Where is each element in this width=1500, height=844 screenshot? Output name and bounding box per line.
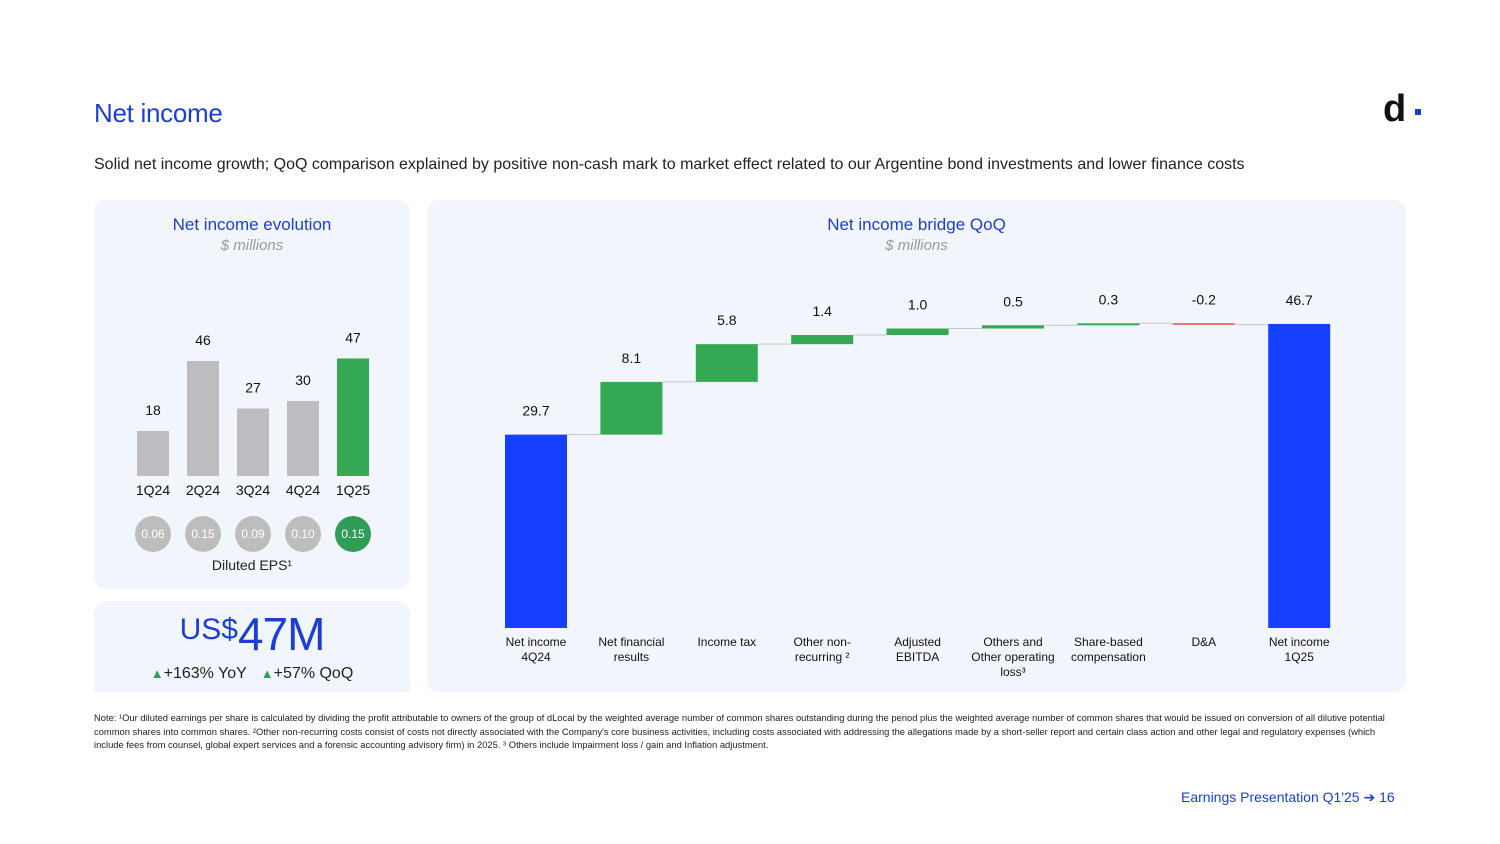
bridge-category-label: Net income	[1269, 635, 1330, 649]
evolution-value-label: 18	[145, 402, 161, 418]
eps-row: 0.06 0.15 0.09 0.10 0.15	[94, 516, 410, 552]
evolution-bar	[287, 401, 319, 476]
bridge-bar	[1268, 323, 1331, 628]
bridge-title: Net income bridge QoQ	[827, 215, 1006, 234]
net-income-bridge-panel: Net income bridge QoQ $ millions 29.7 Net…	[427, 200, 1406, 692]
bridge-bar	[600, 381, 663, 435]
bridge-bar	[886, 328, 949, 336]
bridge-bar	[982, 325, 1044, 329]
bridge-bar	[1077, 323, 1140, 326]
bridge-category-label: results	[614, 650, 649, 664]
kpi-value: US$47M	[94, 607, 410, 661]
up-triangle-icon: ▲	[150, 666, 164, 681]
bridge-category-label: Net income	[506, 635, 567, 649]
bridge-bar	[791, 335, 854, 345]
bridge-category-label: Net financial	[598, 635, 664, 649]
bridge-category-label: D&A	[1191, 635, 1216, 649]
evolution-bar-chart: 18 1Q24 46 2Q24 27 3Q24 30 4Q24 47 1Q25	[136, 330, 370, 499]
kpi-currency: US$	[179, 613, 238, 646]
eps-badge: 0.06	[135, 516, 171, 552]
evolution-value-label: 46	[195, 332, 211, 348]
bridge-category-label: EBITDA	[896, 650, 939, 664]
bridge-value-label: 29.7	[522, 403, 549, 419]
footnote: Note: ¹Our diluted earnings per share is…	[94, 712, 1385, 750]
bridge-category-label: compensation	[1071, 650, 1146, 664]
up-triangle-icon: ▲	[260, 666, 274, 681]
evolution-category-label: 1Q25	[336, 482, 370, 498]
evolution-category-label: 1Q24	[136, 482, 170, 498]
bridge-category-label: Income tax	[697, 635, 756, 649]
bridge-value-label: 1.4	[812, 303, 832, 319]
dlocal-logo: d	[1383, 88, 1407, 130]
kpi-qoq: +57% QoQ	[273, 665, 354, 682]
bridge-category-label: Other operating	[971, 650, 1054, 664]
logo-dot	[1415, 109, 1421, 115]
bridge-category-label: 4Q24	[521, 650, 551, 664]
evolution-title: Net income evolution	[172, 215, 332, 234]
bridge-category-label: loss³	[1000, 665, 1025, 679]
footer-page-label: Earnings Presentation Q1'25 ➔ 16	[1181, 789, 1395, 805]
evolution-category-label: 3Q24	[236, 482, 270, 498]
evolution-bar	[137, 431, 169, 476]
bridge-value-label: -0.2	[1192, 291, 1216, 307]
eps-badge: 0.10	[285, 516, 321, 552]
evolution-bar	[237, 408, 269, 476]
page-title: Net income	[94, 98, 223, 128]
kpi-changes: ▲+163% YoY ▲+57% QoQ	[94, 665, 410, 683]
bridge-value-label: 46.7	[1286, 292, 1313, 308]
bridge-category-label: 1Q25	[1285, 650, 1315, 664]
bridge-category-label: Others and	[983, 635, 1042, 649]
eps-label: Diluted EPS¹	[211, 557, 293, 573]
net-income-kpi-card: US$47M ▲+163% YoY ▲+57% QoQ	[94, 601, 410, 692]
evolution-value-label: 30	[295, 372, 311, 388]
bridge-category-label: Adjusted	[894, 635, 941, 649]
bridge-category-label: Share-based	[1074, 635, 1143, 649]
kpi-number: 47M	[237, 608, 325, 660]
evolution-bar	[337, 358, 369, 476]
bridge-bar	[1172, 323, 1235, 325]
eps-badge: 0.15	[185, 516, 221, 552]
eps-badge: 0.09	[235, 516, 271, 552]
net-income-evolution-panel: Net income evolution $ millions 18 1Q24 46…	[94, 200, 410, 589]
evolution-unit: $ millions	[220, 237, 284, 254]
bridge-value-label: 0.3	[1099, 291, 1119, 307]
evolution-category-label: 2Q24	[186, 482, 220, 498]
evolution-bar	[187, 361, 219, 476]
evolution-value-label: 27	[245, 380, 261, 396]
evolution-category-label: 4Q24	[286, 482, 320, 498]
eps-badge: 0.15	[335, 516, 371, 552]
bridge-category-label: Other non-	[794, 635, 851, 649]
page-subtitle: Solid net income growth; QoQ comparison …	[94, 156, 1245, 173]
evolution-value-label: 47	[345, 330, 361, 346]
bridge-category-label: recurring ²	[795, 650, 850, 664]
bridge-unit: $ millions	[885, 237, 948, 254]
bridge-bar	[695, 344, 758, 382]
bridge-value-label: 1.0	[908, 297, 928, 313]
bridge-value-label: 0.5	[1003, 293, 1023, 309]
bridge-bar	[505, 434, 567, 628]
bridge-value-label: 8.1	[622, 350, 642, 366]
bridge-value-label: 5.8	[717, 312, 737, 328]
kpi-yoy: +163% YoY	[163, 665, 247, 682]
